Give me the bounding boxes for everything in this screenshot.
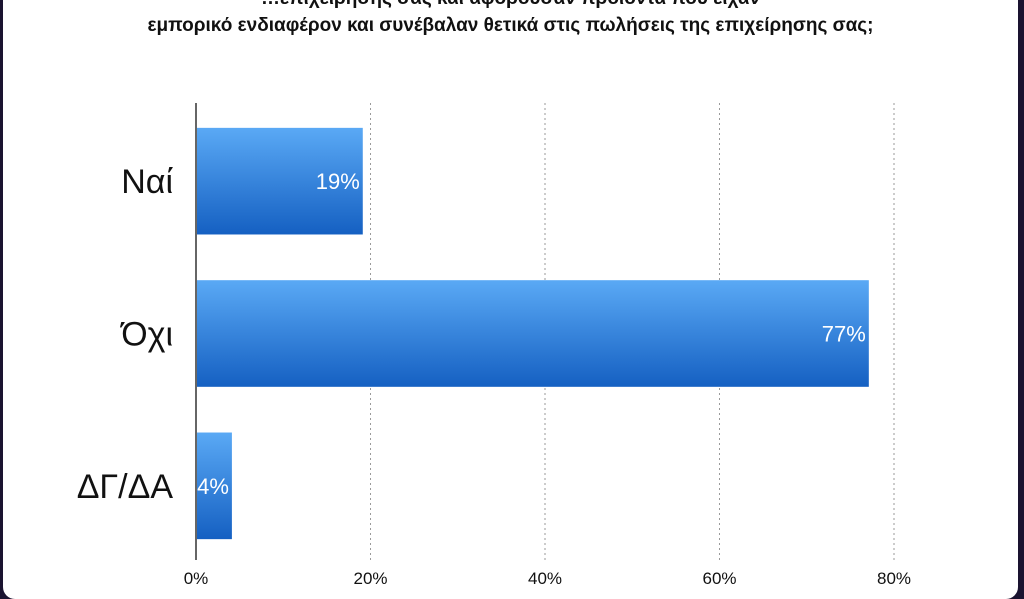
chart-frame: …επιχείρησης σας και αφορούσαν προϊόντα … [3,0,1018,599]
bar [197,432,232,540]
category-label: ΔΓ/ΔΑ [77,468,174,506]
bar-chart: 0% 20% 40% 60% 80% Ναί 19% Όχι 77% ΔΓ/ΔΑ 4% [77,103,911,588]
bar [197,127,363,235]
x-tick-label: 0% [184,569,209,588]
category-label: Όχι [119,316,173,354]
category-label: Ναί [121,163,173,201]
x-tick-label: 80% [877,569,911,588]
data-label: 19% [316,169,360,194]
bar [197,280,869,387]
data-label: 4% [197,474,229,499]
x-tick-label: 20% [353,569,387,588]
chart-title-line-2: εμπορικό ενδιαφέρον και συνέβαλαν θετικά… [147,15,874,36]
chart-title-line-1: …επιχείρησης σας και αφορούσαν προϊόντα … [3,0,1018,10]
x-tick-label: 60% [702,569,736,588]
x-tick-label: 40% [528,569,562,588]
data-label: 77% [822,322,866,347]
